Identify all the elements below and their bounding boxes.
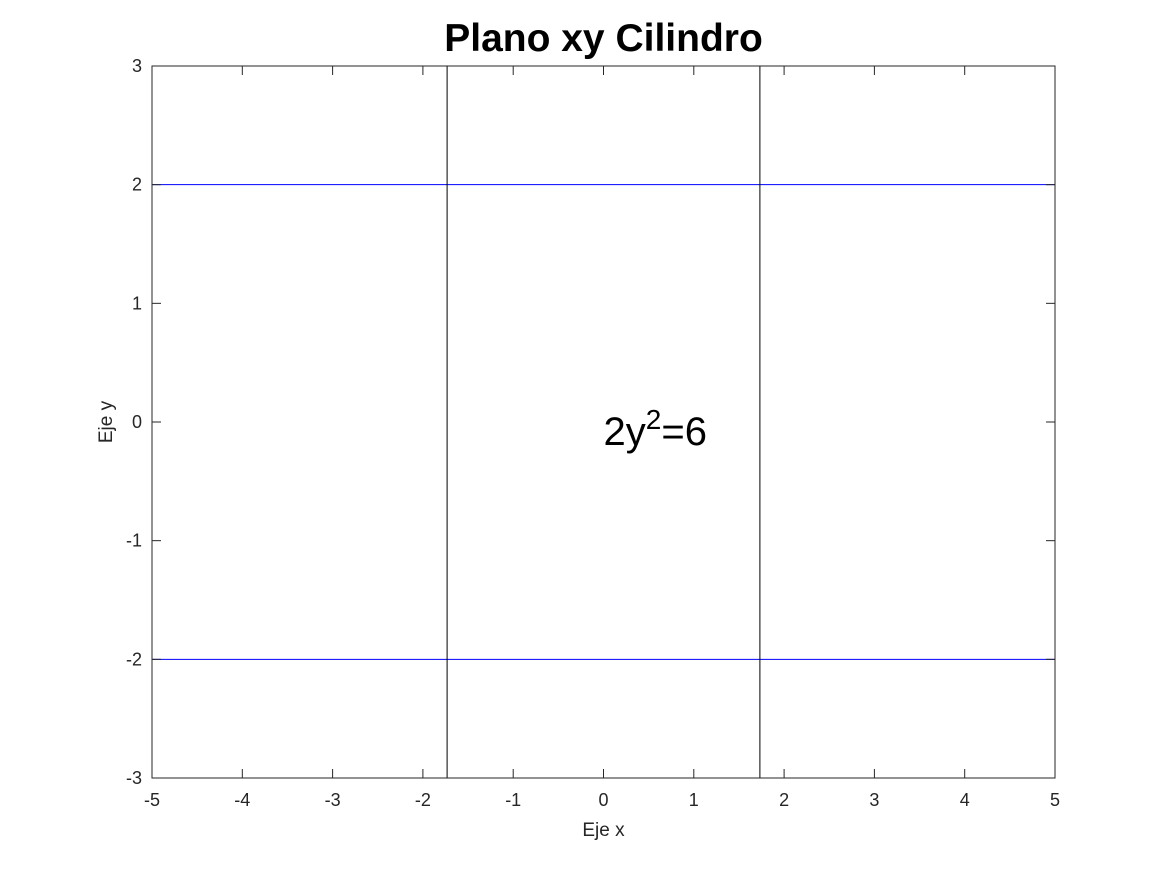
- annotation-base: 2y: [604, 410, 646, 454]
- y-ticks: -3 -2 -1 0 1 2 3: [126, 56, 1055, 788]
- y-tick-label: 0: [132, 412, 142, 432]
- annotation-rest: =6: [661, 410, 707, 454]
- annotation-superscript: 2: [646, 404, 662, 435]
- y-tick-label: 3: [132, 56, 142, 76]
- x-axis-label: Eje x: [582, 820, 625, 841]
- x-tick-label: 0: [598, 790, 608, 810]
- x-tick-label: 4: [960, 790, 970, 810]
- x-tick-label: -3: [325, 790, 341, 810]
- equation-annotation: 2y2=6: [604, 404, 707, 454]
- x-tick-label: 5: [1050, 790, 1060, 810]
- x-tick-label: 3: [869, 790, 879, 810]
- x-tick-label: -5: [144, 790, 160, 810]
- y-tick-label: -1: [126, 531, 142, 551]
- x-tick-label: 1: [689, 790, 699, 810]
- plot-lines: [152, 66, 1055, 778]
- y-tick-label: 1: [132, 293, 142, 313]
- x-tick-label: -2: [415, 790, 431, 810]
- y-axis-label: Eje y: [96, 400, 117, 443]
- x-tick-label: -1: [505, 790, 521, 810]
- x-tick-label: -4: [234, 790, 250, 810]
- x-tick-label: 2: [779, 790, 789, 810]
- y-tick-label: 2: [132, 175, 142, 195]
- y-tick-label: -2: [126, 649, 142, 669]
- y-tick-label: -3: [126, 768, 142, 788]
- chart-title: Plano xy Cilindro: [444, 17, 763, 60]
- x-ticks: -5 -4 -3 -2 -1 0 1 2 3 4 5: [144, 66, 1060, 810]
